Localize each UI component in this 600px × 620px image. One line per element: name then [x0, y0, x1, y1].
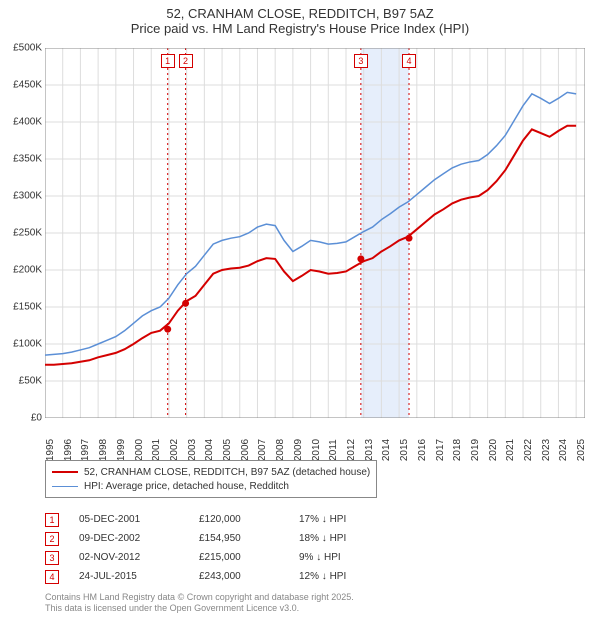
x-tick-label: 2012	[346, 439, 357, 461]
sale-marker-4: 4	[402, 54, 416, 68]
legend-swatch	[52, 471, 78, 473]
legend-row: 52, CRANHAM CLOSE, REDDITCH, B97 5AZ (de…	[52, 465, 370, 479]
x-tick-label: 2008	[275, 439, 286, 461]
x-tick-label: 1996	[63, 439, 74, 461]
x-tick-label: 2019	[470, 439, 481, 461]
y-tick-label: £500K	[13, 43, 42, 54]
title-block: 52, CRANHAM CLOSE, REDDITCH, B97 5AZ Pri…	[0, 0, 600, 36]
x-tick-label: 2005	[222, 439, 233, 461]
legend-label: 52, CRANHAM CLOSE, REDDITCH, B97 5AZ (de…	[84, 467, 370, 478]
sale-marker-box: 4	[45, 570, 59, 584]
sale-price: £120,000	[199, 514, 299, 525]
y-tick-label: £50K	[19, 376, 42, 387]
sale-diff: 12% ↓ HPI	[299, 571, 399, 582]
chart-area: 12 3 4	[45, 48, 585, 418]
x-tick-label: 2011	[328, 439, 339, 461]
x-axis: 1995 1996 1997 1998 1999 2000 2001 2002 2003 2004…	[45, 420, 585, 460]
sale-diff: 9% ↓ HPI	[299, 552, 399, 563]
x-tick-label: 2018	[452, 439, 463, 461]
y-tick-label: £400K	[13, 117, 42, 128]
y-tick-label: £350K	[13, 154, 42, 165]
x-tick-label: 2025	[576, 439, 587, 461]
x-tick-label: 2001	[151, 439, 162, 461]
x-tick-label: 2009	[293, 439, 304, 461]
sale-row: 4 24-JUL-2015£243,00012% ↓ HPI	[45, 567, 399, 586]
sale-marker-2: 2	[179, 54, 193, 68]
sale-marker-box: 3	[45, 551, 59, 565]
legend-label: HPI: Average price, detached house, Redd…	[84, 481, 289, 492]
sale-marker-box: 1	[45, 513, 59, 527]
title-subtitle: Price paid vs. HM Land Registry's House …	[0, 21, 600, 36]
x-tick-label: 2017	[435, 439, 446, 461]
x-tick-label: 2010	[311, 439, 322, 461]
x-tick-label: 2024	[558, 439, 569, 461]
y-tick-label: £200K	[13, 265, 42, 276]
legend-row: HPI: Average price, detached house, Redd…	[52, 479, 370, 493]
y-tick-label: £0	[31, 413, 42, 424]
x-tick-label: 2000	[134, 439, 145, 461]
sale-date: 02-NOV-2012	[79, 552, 199, 563]
sale-price: £243,000	[199, 571, 299, 582]
x-tick-label: 2013	[364, 439, 375, 461]
x-tick-label: 1999	[116, 439, 127, 461]
y-tick-label: £250K	[13, 228, 42, 239]
y-tick-label: £150K	[13, 302, 42, 313]
x-tick-label: 2007	[257, 439, 268, 461]
x-tick-label: 2003	[187, 439, 198, 461]
title-address: 52, CRANHAM CLOSE, REDDITCH, B97 5AZ	[0, 6, 600, 21]
footer-line1: Contains HM Land Registry data © Crown c…	[45, 592, 354, 603]
x-tick-label: 2002	[169, 439, 180, 461]
y-tick-label: £450K	[13, 80, 42, 91]
x-tick-label: 2021	[505, 439, 516, 461]
legend: 52, CRANHAM CLOSE, REDDITCH, B97 5AZ (de…	[45, 460, 377, 498]
sale-diff: 17% ↓ HPI	[299, 514, 399, 525]
x-tick-label: 1997	[80, 439, 91, 461]
sale-marker-3: 3	[354, 54, 368, 68]
sale-marker-1: 1	[161, 54, 175, 68]
y-axis: £0£50K£100K£150K£200K£250K£300K£350K£400…	[0, 48, 44, 418]
footer-line2: This data is licensed under the Open Gov…	[45, 603, 354, 614]
x-tick-label: 2016	[417, 439, 428, 461]
y-tick-label: £100K	[13, 339, 42, 350]
sale-date: 09-DEC-2002	[79, 533, 199, 544]
chart-svg	[45, 48, 585, 418]
sale-diff: 18% ↓ HPI	[299, 533, 399, 544]
x-tick-label: 2020	[488, 439, 499, 461]
sale-marker-box: 2	[45, 532, 59, 546]
sale-date: 05-DEC-2001	[79, 514, 199, 525]
sale-date: 24-JUL-2015	[79, 571, 199, 582]
sale-row: 3 02-NOV-2012£215,0009% ↓ HPI	[45, 548, 399, 567]
sale-row: 2 09-DEC-2002£154,95018% ↓ HPI	[45, 529, 399, 548]
y-tick-label: £300K	[13, 191, 42, 202]
footer: Contains HM Land Registry data © Crown c…	[45, 592, 354, 614]
x-tick-label: 1995	[45, 439, 56, 461]
sale-price: £215,000	[199, 552, 299, 563]
sale-row: 1 05-DEC-2001£120,00017% ↓ HPI	[45, 510, 399, 529]
x-tick-label: 2022	[523, 439, 534, 461]
x-tick-label: 2015	[399, 439, 410, 461]
legend-swatch	[52, 486, 78, 487]
sales-table: 1 05-DEC-2001£120,00017% ↓ HPI 2 09-DEC-200…	[45, 510, 399, 586]
x-tick-label: 2023	[541, 439, 552, 461]
sale-price: £154,950	[199, 533, 299, 544]
x-tick-label: 2006	[240, 439, 251, 461]
x-tick-label: 2014	[381, 439, 392, 461]
x-tick-label: 1998	[98, 439, 109, 461]
chart-container: 52, CRANHAM CLOSE, REDDITCH, B97 5AZ Pri…	[0, 0, 600, 620]
x-tick-label: 2004	[204, 439, 215, 461]
